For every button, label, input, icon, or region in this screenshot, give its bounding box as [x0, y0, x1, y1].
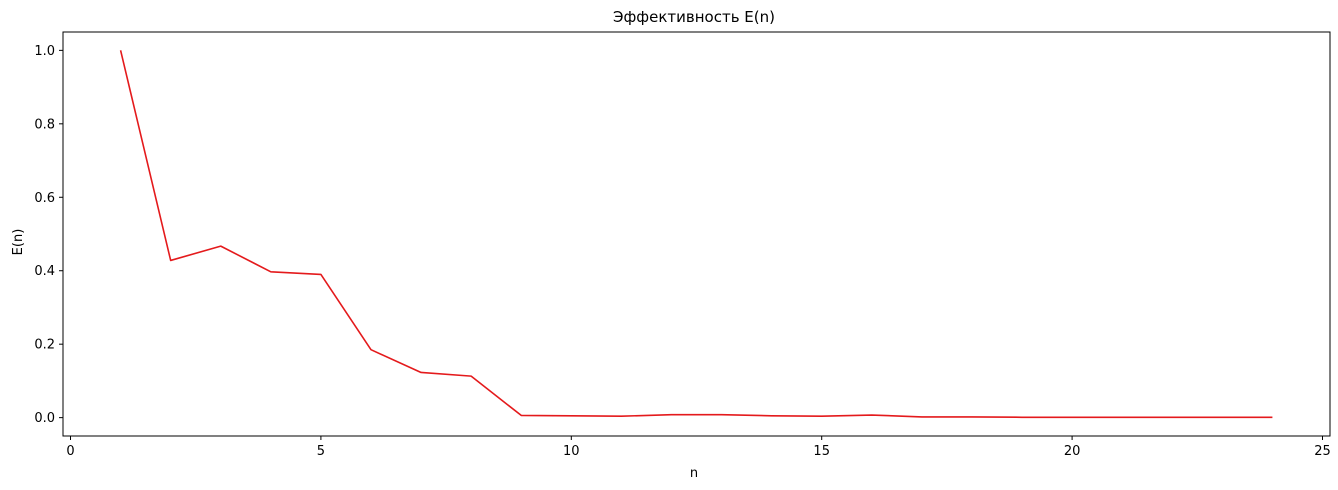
plot-area: [62, 31, 1331, 437]
x-tick-label: 25: [1314, 444, 1331, 459]
x-tick-label: 10: [563, 444, 580, 459]
y-tick-label: 0.8: [34, 117, 55, 132]
plot-frame: [62, 31, 1331, 437]
x-tick-label: 5: [317, 444, 325, 459]
y-tick-label: 0.0: [34, 411, 55, 426]
chart-title: Эффективность E(n): [613, 8, 775, 26]
series-line-0: [119, 50, 1273, 419]
x-axis-label: n: [690, 466, 698, 481]
y-tick-label: 1.0: [34, 44, 55, 59]
y-tick-label: 0.6: [34, 191, 55, 206]
x-axis: 0 5 10 15 20 25: [66, 436, 1331, 459]
y-tick-label: 0.4: [34, 264, 55, 279]
x-tick-label: 15: [813, 444, 830, 459]
x-tick-label: 20: [1064, 444, 1081, 459]
y-axis: 0.0 0.2 0.4 0.6 0.8 1.0: [34, 44, 63, 426]
y-axis-label: E(n): [11, 229, 26, 256]
y-tick-label: 0.2: [34, 338, 55, 353]
x-tick-label: 0: [66, 444, 74, 459]
